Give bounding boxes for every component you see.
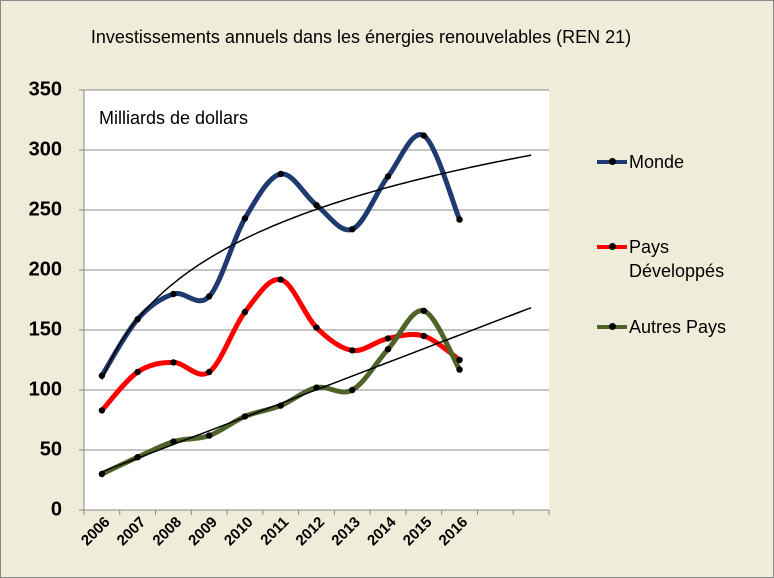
data-point	[349, 347, 356, 354]
legend-item: Monde	[597, 150, 737, 174]
x-tick-label: 2009	[185, 514, 221, 550]
annotation: Milliards de dollars	[99, 108, 248, 128]
x-tick-label: 2007	[114, 514, 150, 550]
data-point	[241, 308, 249, 316]
data-point	[134, 316, 141, 323]
data-point	[170, 438, 177, 445]
data-point	[205, 293, 213, 300]
data-point	[456, 356, 463, 364]
data-point	[98, 372, 106, 379]
y-tick-label: 250	[29, 198, 62, 220]
y-tick-label: 0	[51, 498, 62, 520]
x-tick-label: 2011	[257, 514, 292, 549]
data-point	[241, 413, 249, 420]
x-tick-label: 2012	[293, 514, 329, 550]
data-point	[313, 384, 320, 391]
data-point	[134, 454, 141, 461]
data-point	[384, 173, 392, 180]
legend-swatch	[597, 323, 627, 330]
data-point	[313, 324, 320, 331]
data-point	[134, 368, 141, 376]
x-tick-label: 2015	[400, 514, 436, 550]
x-tick-label: 2006	[78, 514, 114, 550]
data-point	[277, 276, 284, 283]
data-point	[349, 386, 356, 394]
legend-label: Autres Pays	[629, 317, 727, 337]
data-point	[349, 226, 356, 233]
data-point	[98, 470, 106, 478]
chart-title: Investissements annuels dans les énergie…	[91, 27, 631, 47]
y-tick-label: 350	[29, 78, 62, 100]
data-point	[313, 202, 320, 209]
data-point	[98, 407, 106, 414]
y-tick-label: 200	[29, 258, 62, 280]
x-tick-label: 2010	[221, 514, 257, 550]
y-tick-label: 50	[40, 438, 62, 460]
legend-swatch	[597, 243, 627, 250]
legend-label: Monde	[629, 152, 685, 172]
legend-item: Pays Développés	[597, 235, 737, 283]
data-point	[170, 290, 177, 298]
y-tick-label: 300	[29, 138, 62, 160]
legend-swatch	[597, 158, 627, 165]
data-point	[384, 335, 392, 342]
data-point	[277, 170, 284, 178]
data-point	[456, 366, 463, 373]
data-point	[170, 359, 177, 366]
data-point	[205, 368, 213, 376]
trend-line	[101, 154, 532, 380]
x-tick-label: 2008	[149, 514, 185, 550]
data-point	[420, 332, 428, 340]
legend-label: Pays Développés	[629, 237, 725, 281]
x-tick-label: 2014	[364, 513, 400, 549]
x-tick-label: 2013	[328, 514, 364, 550]
x-tick-label: 2016	[436, 514, 472, 550]
y-tick-label: 100	[29, 378, 62, 400]
legend-item: Autres Pays	[597, 315, 737, 339]
y-tick-label: 150	[29, 318, 62, 340]
data-point	[241, 215, 249, 222]
data-point	[420, 307, 428, 314]
data-point	[277, 402, 284, 409]
data-point	[420, 132, 428, 139]
data-point	[205, 432, 213, 439]
data-point	[384, 346, 392, 353]
data-point	[456, 216, 463, 223]
